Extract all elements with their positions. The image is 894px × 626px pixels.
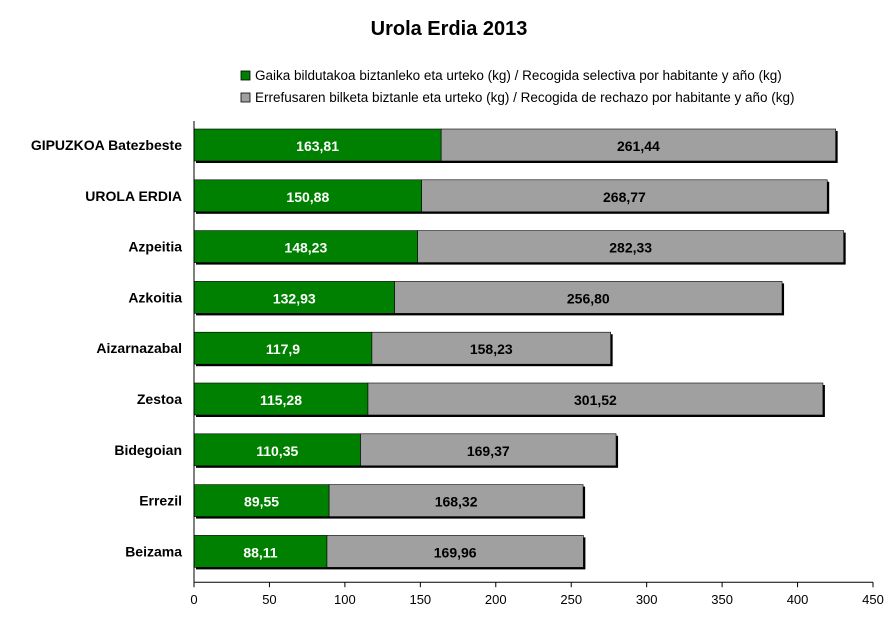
category-label: Beizama bbox=[125, 543, 182, 559]
bar-segment-selective bbox=[193, 382, 369, 416]
bar-segment-rechazo bbox=[417, 230, 844, 263]
data-label: 301,52 bbox=[574, 392, 617, 408]
data-label: 256,80 bbox=[567, 290, 610, 306]
data-label: 88,11 bbox=[243, 544, 277, 560]
data-label: 168,32 bbox=[435, 494, 478, 510]
bar-segment-selective bbox=[193, 331, 373, 365]
data-label: 261,44 bbox=[617, 138, 660, 154]
data-label: 110,35 bbox=[256, 443, 298, 459]
x-tick-label: 400 bbox=[787, 592, 809, 607]
data-label: 148,23 bbox=[284, 240, 327, 256]
bar-segment-rechazo bbox=[326, 535, 584, 568]
bar-segment-rechazo bbox=[440, 128, 836, 162]
x-tick-label: 450 bbox=[862, 592, 884, 607]
data-label: 117,9 bbox=[266, 341, 300, 357]
bar-segment-selective bbox=[193, 128, 442, 162]
bar-segment-selective bbox=[193, 281, 395, 314]
bar-segment-rechazo bbox=[367, 382, 824, 416]
x-tick-label: 100 bbox=[334, 592, 356, 607]
x-tick-label: 300 bbox=[636, 592, 658, 607]
bar-segment-rechazo bbox=[371, 331, 611, 365]
bars-group: 163,81 261,44 150,88 268,77 148,23 282,33 132,… bbox=[193, 128, 846, 570]
data-label: 169,96 bbox=[434, 544, 477, 560]
data-label: 163,81 bbox=[296, 138, 339, 154]
bar-segment-rechazo bbox=[328, 484, 584, 517]
x-tick-label: 350 bbox=[711, 592, 733, 607]
chart-title: Urola Erdia 2013 bbox=[371, 18, 528, 40]
x-tick-label: 200 bbox=[485, 592, 507, 607]
data-label: 158,23 bbox=[470, 341, 513, 357]
data-label: 150,88 bbox=[286, 189, 329, 205]
data-label: 89,55 bbox=[244, 494, 279, 510]
category-label: Azpeitia bbox=[128, 239, 182, 255]
data-label: 115,28 bbox=[260, 392, 302, 408]
x-tick-label: 250 bbox=[560, 592, 582, 607]
bar-segment-selective bbox=[193, 433, 361, 467]
category-label: GIPUZKOA Batezbeste bbox=[31, 137, 182, 153]
category-label: Zestoa bbox=[137, 391, 182, 407]
x-tick-label: 150 bbox=[409, 592, 431, 607]
data-label: 132,93 bbox=[273, 290, 316, 306]
bar-segment-selective bbox=[193, 535, 328, 568]
category-label: Azkoitia bbox=[128, 289, 182, 305]
data-label: 268,77 bbox=[603, 189, 646, 205]
category-label: Aizarnazabal bbox=[96, 340, 182, 356]
x-axis: 0 50 100 150 200 250 300 350 400 450 bbox=[190, 121, 884, 607]
bar-segment-selective bbox=[193, 484, 330, 517]
bar-segment-rechazo bbox=[360, 433, 617, 467]
category-label: Bidegoian bbox=[114, 442, 182, 458]
bar-segment-selective bbox=[193, 230, 418, 263]
x-tick-label: 0 bbox=[190, 592, 197, 607]
category-label: Errezil bbox=[139, 493, 182, 509]
data-label: 169,37 bbox=[467, 443, 510, 459]
bar-segment-rechazo bbox=[421, 179, 828, 213]
legend-swatch bbox=[240, 70, 251, 81]
category-label: UROLA ERDIA bbox=[85, 188, 182, 204]
legend: Gaika bildutakoa biztanleko eta urteko (… bbox=[240, 68, 795, 105]
data-label: 282,33 bbox=[609, 240, 652, 256]
x-tick-label: 50 bbox=[262, 592, 276, 607]
legend-swatch bbox=[240, 92, 251, 103]
legend-label: Errefusaren bilketa biztanle eta urteko … bbox=[255, 90, 795, 105]
bar-segment-rechazo bbox=[394, 281, 783, 314]
category-labels: GIPUZKOA Batezbeste UROLA ERDIA Azpeitia Az… bbox=[31, 137, 182, 559]
legend-label: Gaika bildutakoa biztanleko eta urteko (… bbox=[255, 68, 782, 83]
